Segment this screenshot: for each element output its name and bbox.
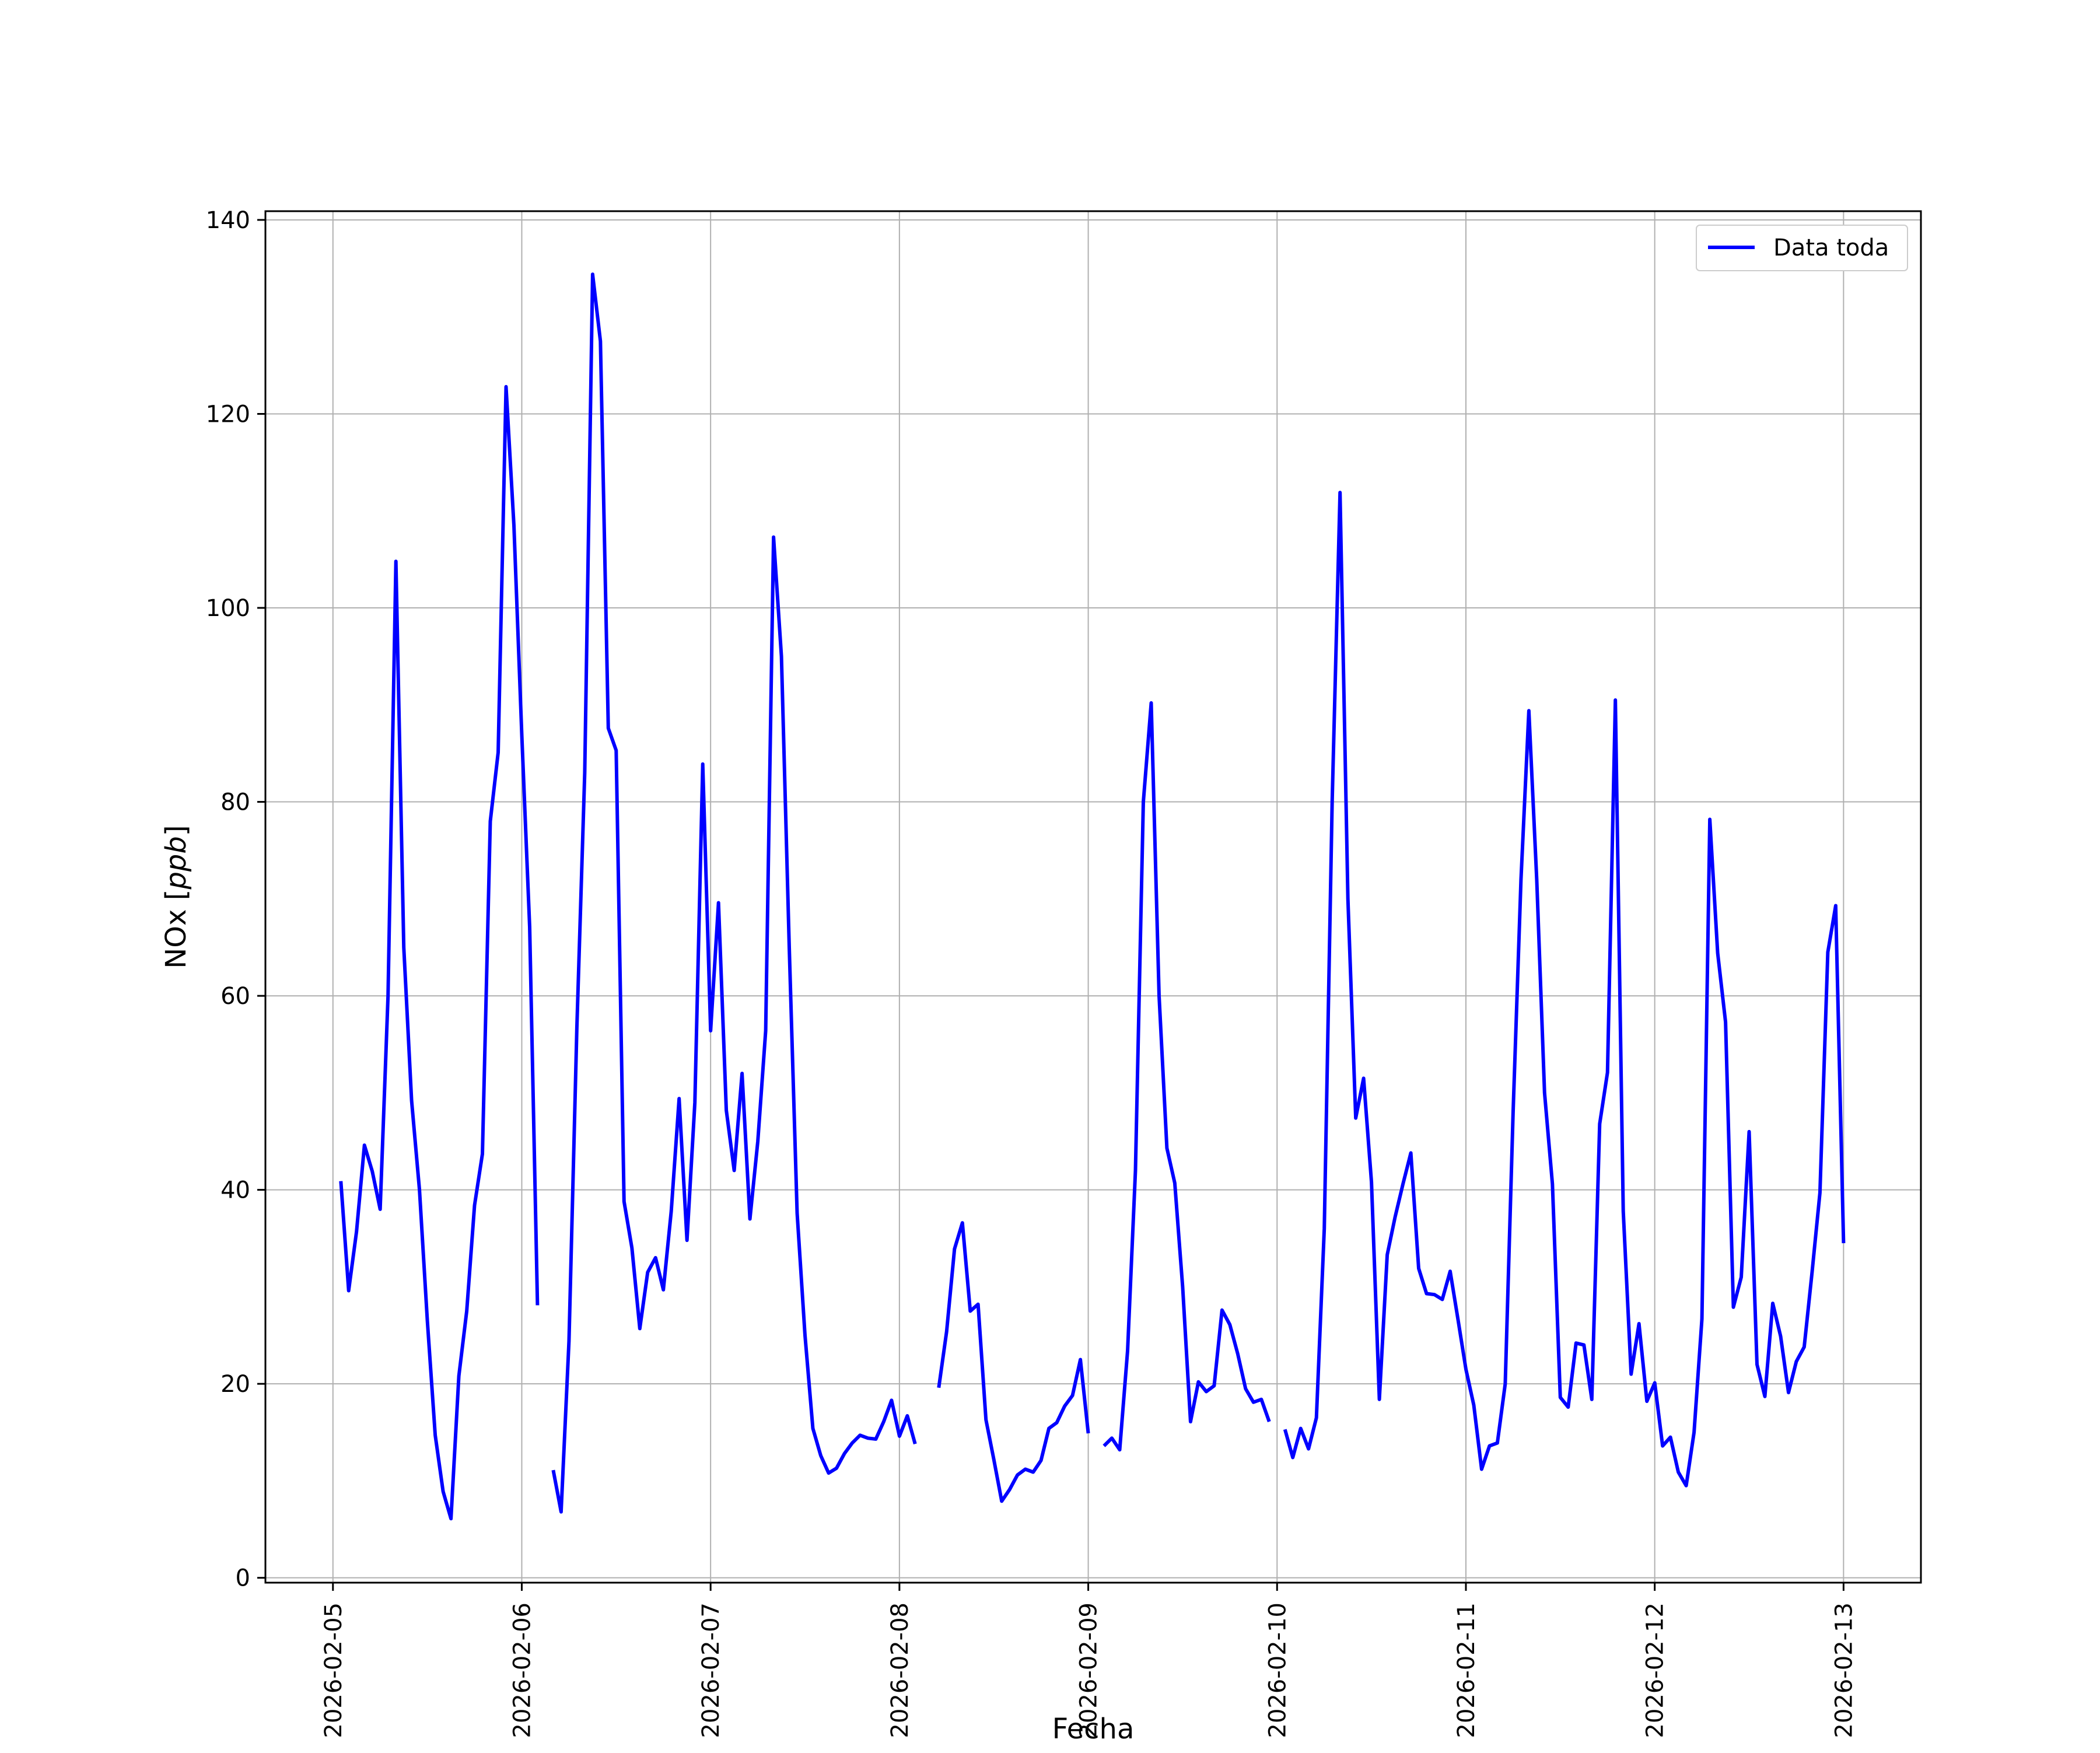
x-tick-label: 2026-02-10 <box>1264 1602 1291 1738</box>
x-tick-label: 2026-02-12 <box>1642 1602 1669 1738</box>
series-layer <box>339 272 1846 1521</box>
x-tick-label: 2026-02-06 <box>509 1602 536 1738</box>
y-axis-label-suffix: ] <box>160 825 192 836</box>
x-tick-label: 2026-02-08 <box>887 1602 914 1738</box>
x-tick-label: 2026-02-05 <box>320 1602 347 1738</box>
series-line-segment <box>1102 701 1271 1452</box>
y-tick-label: 40 <box>220 1177 250 1204</box>
series-line-segment <box>937 1221 1090 1503</box>
legend: Data toda <box>1696 225 1908 271</box>
x-axis: 2026-02-05 2026-02-06 2026-02-07 2026-02-08… <box>320 1583 1857 1738</box>
x-axis-label: Fecha <box>1052 1713 1135 1745</box>
y-tick-label: 20 <box>220 1371 250 1398</box>
series-line-segment <box>551 272 917 1514</box>
x-tick-label: 2026-02-13 <box>1831 1602 1857 1738</box>
y-axis-label-unit: ppb <box>160 836 192 890</box>
y-tick-label: 60 <box>220 983 250 1010</box>
y-axis-label: NOx [ppb] <box>160 825 192 968</box>
series-line-segment <box>339 384 540 1521</box>
x-tick-label: 2026-02-09 <box>1076 1602 1102 1738</box>
grid-lines <box>265 211 1921 1583</box>
x-tick-label: 2026-02-11 <box>1453 1602 1480 1738</box>
x-tick-label: 2026-02-07 <box>698 1602 724 1738</box>
legend-entry-label: Data toda <box>1773 235 1889 261</box>
y-tick-label: 100 <box>206 595 250 622</box>
y-tick-label: 0 <box>236 1565 250 1592</box>
plot-frame <box>264 210 1922 1584</box>
y-axis: 0 20 40 60 80 100 120 140 <box>206 207 265 1592</box>
y-tick-label: 120 <box>206 401 250 428</box>
legend-box <box>1696 225 1908 271</box>
y-tick-label: 80 <box>220 789 250 816</box>
series-line-segment <box>1283 491 1846 1488</box>
y-axis-label-prefix: NOx [ <box>160 890 192 969</box>
y-tick-label: 140 <box>206 207 250 234</box>
